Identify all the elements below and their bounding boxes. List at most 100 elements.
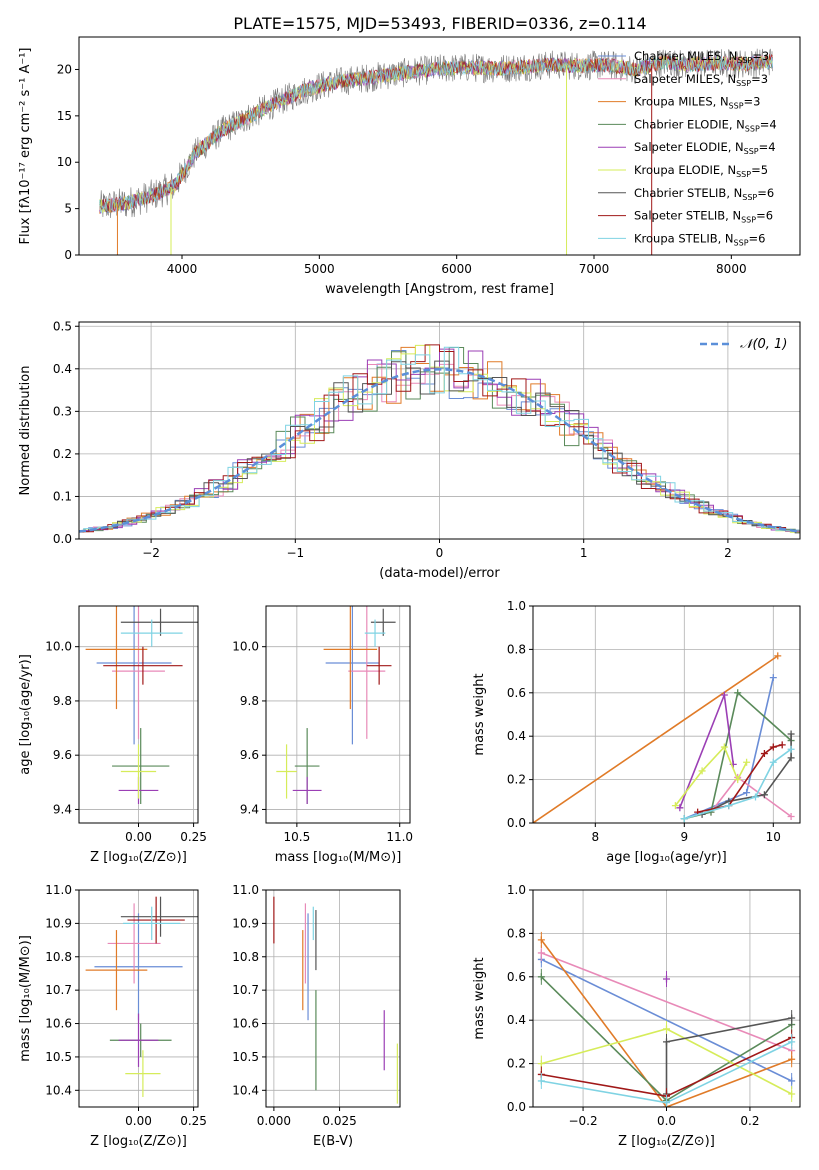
weight-point <box>720 691 728 699</box>
legend-entry-label: Salpeter STELIB, NSSP=6 <box>634 209 773 225</box>
weight-point <box>787 754 795 762</box>
y-tick-label: 11.0 <box>45 883 72 897</box>
weight-point <box>734 776 742 784</box>
y-tick-label: 9.4 <box>240 802 259 816</box>
error-bars <box>85 896 198 1097</box>
y-tick-label: 10.0 <box>45 640 72 654</box>
weight-point <box>680 815 688 823</box>
weight-series <box>533 652 795 823</box>
model-spectrum <box>99 55 773 214</box>
y-tick-label: 5 <box>64 202 72 216</box>
y-tick-label: 0.5 <box>53 319 72 333</box>
y-tick-label: 10.4 <box>45 1083 72 1097</box>
spectrum-legend: Chabrier MILES, NSSP=3 Salpeter MILES, NS… <box>598 49 777 247</box>
mass-vs-z-panel: 0.00 0.25 10.4 10.5 10.6 10.7 10.8 10.9 11.0 Z [l… <box>18 883 207 1149</box>
y-axis-label: mass weight <box>472 673 487 755</box>
y-tick-label: 10.0 <box>232 640 259 654</box>
weight-point <box>769 758 777 766</box>
weight-point <box>787 730 795 738</box>
x-tick-label: 10.5 <box>283 830 310 844</box>
x-tick-label: 5000 <box>304 262 335 276</box>
weight-point <box>743 758 751 766</box>
y-tick-label: 0.8 <box>507 642 526 656</box>
legend-entry-label: Salpeter ELODIE, NSSP=4 <box>634 140 776 156</box>
x-tick-label: −1 <box>286 546 304 560</box>
y-tick-label: 10.6 <box>45 1017 72 1031</box>
y-axis-label: age [log₁₀(age/yr)] <box>18 654 33 775</box>
y-tick-label: 0 <box>64 248 72 262</box>
y-tick-label: 10.5 <box>232 1050 259 1064</box>
y-tick-label: 9.4 <box>53 802 72 816</box>
error-bars <box>276 606 396 805</box>
x-axis-label: Z [log₁₀(Z/Z⊙)] <box>90 850 187 865</box>
x-tick-label: 8000 <box>716 262 747 276</box>
y-tick-label: 0.8 <box>507 926 526 940</box>
weight-point <box>774 652 782 660</box>
y-tick-label: 0.6 <box>507 970 526 984</box>
mass-vs-ebv-panel: 0.000 0.025 10.4 10.5 10.6 10.7 10.8 10.9 11.0 E(… <box>232 883 401 1149</box>
y-tick-label: 9.8 <box>53 694 72 708</box>
histograms <box>79 344 800 534</box>
x-tick-label: 1 <box>580 546 588 560</box>
x-axis-label: Z [log₁₀(Z/Z⊙)] <box>90 1134 187 1149</box>
x-tick-label: 7000 <box>579 262 610 276</box>
y-axis-label: Normed distribution <box>18 366 33 496</box>
x-axis-label: wavelength [Angstrom, rest frame] <box>325 282 554 297</box>
y-axis-label: mass [log₁₀(M/M⊙)] <box>18 935 33 1062</box>
y-tick-label: 10.8 <box>232 950 259 964</box>
residuals-panel: −2 −1 0 1 2 0.0 0.1 0.2 0.3 0.4 0.5 (data-model)/er… <box>18 319 801 581</box>
legend-entry-label: 𝒩(0, 1) <box>740 337 787 352</box>
y-tick-label: 0.6 <box>507 686 526 700</box>
y-tick-label: 20 <box>57 62 72 76</box>
y-tick-label: 9.8 <box>240 694 259 708</box>
x-tick-label: −2 <box>142 546 160 560</box>
x-tick-label: 10 <box>766 830 781 844</box>
x-tick-label: 0.25 <box>180 830 207 844</box>
y-tick-label: 0.2 <box>507 1057 526 1071</box>
model-spectrum <box>99 54 773 213</box>
spectrum-panel: 4000 5000 6000 7000 8000 0 5 10 15 20 wavelength [… <box>18 36 801 297</box>
y-tick-label: 10.9 <box>232 916 259 930</box>
plot-frame <box>532 605 801 824</box>
y-tick-label: 1.0 <box>507 599 526 613</box>
y-tick-label: 11.0 <box>232 883 259 897</box>
x-tick-label: 0.000 <box>257 1114 291 1128</box>
y-tick-label: 0.0 <box>507 1100 526 1114</box>
age-vs-mass-panel: 10.5 11.0 9.4 9.6 9.8 10.0 mass [log₁₀(M/M⊙)] <box>232 605 413 865</box>
weight-line <box>533 655 779 823</box>
weight-point <box>698 767 706 775</box>
y-tick-label: 9.6 <box>53 748 72 762</box>
weight-line <box>684 748 792 820</box>
weight-point <box>676 804 684 812</box>
weight-point <box>725 802 733 810</box>
x-tick-label: 0.2 <box>740 1114 759 1128</box>
x-tick-label: 0.00 <box>125 1114 152 1128</box>
x-tick-label: 11.0 <box>386 830 413 844</box>
weight-point <box>752 793 759 801</box>
plot-frame <box>78 36 801 256</box>
y-tick-label: 10.6 <box>232 1017 259 1031</box>
weight-point <box>760 791 768 799</box>
x-tick-label: 0.0 <box>657 1114 676 1128</box>
x-axis-label: E(B-V) <box>313 1134 353 1149</box>
y-tick-label: 10.5 <box>45 1050 72 1064</box>
x-tick-label: 2 <box>724 546 732 560</box>
legend-entry-label: Kroupa MILES, NSSP=3 <box>634 95 760 111</box>
plot-frame <box>265 889 401 1108</box>
error-bars <box>85 606 198 805</box>
x-tick-label: −0.2 <box>568 1114 597 1128</box>
weight-vs-age-panel: 8 9 10 0.0 0.2 0.4 0.6 0.8 1.0 age [log₁₀(age/yr)… <box>472 599 801 865</box>
weight-point <box>734 689 742 697</box>
error-bars <box>273 896 398 1104</box>
weight-series <box>537 931 796 1107</box>
y-tick-label: 0.0 <box>507 816 526 830</box>
y-tick-label: 10.7 <box>232 983 259 997</box>
x-tick-label: 4000 <box>167 262 198 276</box>
weight-point <box>787 745 795 753</box>
legend-entry-label: Kroupa STELIB, NSSP=6 <box>634 231 765 247</box>
y-tick-label: 0.2 <box>507 773 526 787</box>
y-tick-label: 9.6 <box>240 748 259 762</box>
legend-entry-label: Chabrier STELIB, NSSP=6 <box>634 186 774 202</box>
